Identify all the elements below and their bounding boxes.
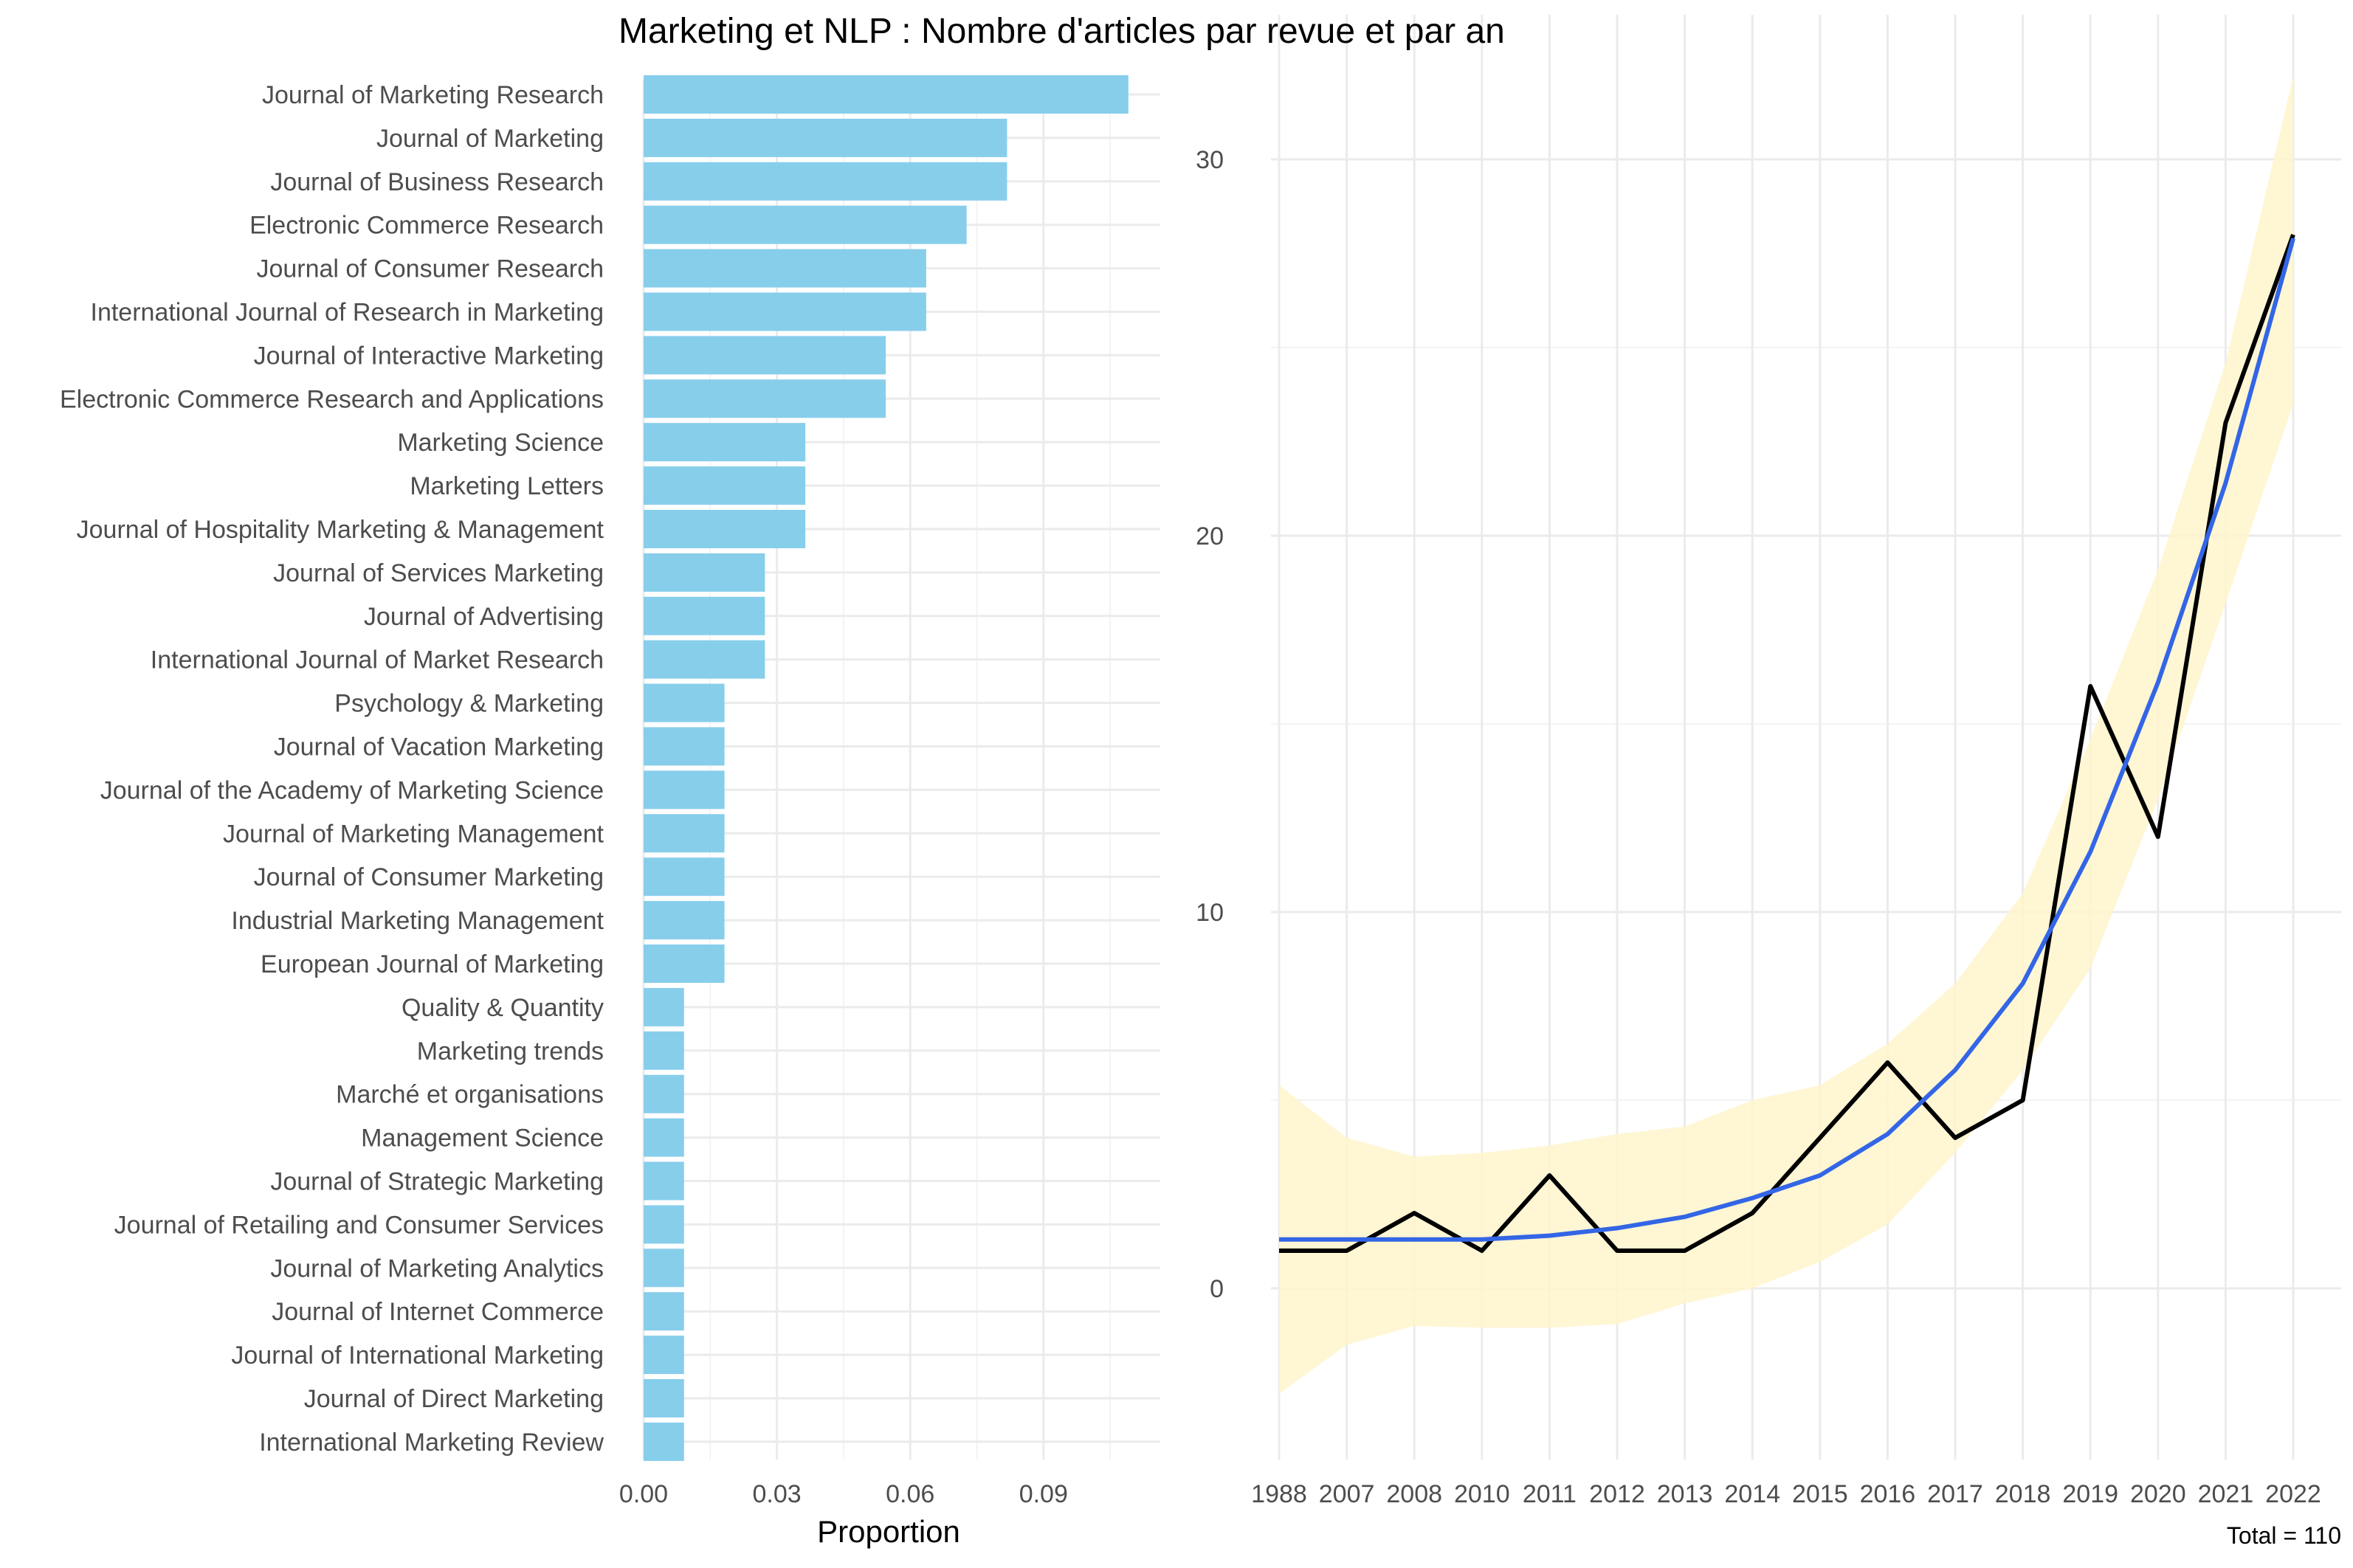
- x-tick-label: 2018: [1995, 1480, 2051, 1508]
- bar: [644, 596, 765, 635]
- bar: [644, 1292, 684, 1331]
- bar: [644, 1161, 684, 1201]
- bar: [644, 857, 725, 897]
- category-label: Journal of Direct Marketing: [304, 1385, 604, 1413]
- category-label: Journal of International Marketing: [231, 1341, 604, 1370]
- y-tick-label: 0: [1210, 1275, 1224, 1303]
- category-label: Marketing Letters: [410, 472, 604, 500]
- bar: [644, 75, 1129, 114]
- bar: [644, 1379, 684, 1417]
- bar: [644, 770, 725, 809]
- category-label: Journal of Marketing: [376, 125, 604, 153]
- x-tick-label: 2008: [1386, 1480, 1442, 1508]
- bar: [644, 1336, 684, 1375]
- bar: [644, 249, 926, 288]
- bar: [644, 683, 725, 722]
- x-tick-label: 2011: [1523, 1480, 1577, 1508]
- bar: [644, 987, 684, 1026]
- bar: [644, 205, 967, 244]
- x-tick-label: 2015: [1792, 1480, 1848, 1508]
- bar: [644, 1031, 684, 1070]
- category-label: Journal of Hospitality Marketing & Manag…: [77, 516, 604, 544]
- bar: [644, 1074, 684, 1113]
- x-tick-label: 2021: [2198, 1480, 2254, 1508]
- y-tick-label: 10: [1196, 899, 1224, 927]
- x-tick-label: 2012: [1589, 1480, 1645, 1508]
- confidence-band: [1279, 76, 2293, 1394]
- category-label: International Marketing Review: [259, 1429, 604, 1457]
- bar: [644, 118, 1007, 157]
- chart-title: Marketing et NLP : Nombre d'articles par…: [619, 12, 1505, 51]
- category-label: Journal of Services Marketing: [273, 559, 604, 587]
- category-label: Quality & Quantity: [402, 994, 604, 1022]
- x-tick-label: 2020: [2130, 1480, 2186, 1508]
- bar-chart-panel: Journal of Marketing Research Journal of …: [60, 75, 1160, 1549]
- category-label: Management Science: [361, 1125, 604, 1153]
- bar: [644, 814, 725, 853]
- bar: [644, 1118, 684, 1157]
- category-label: Marketing trends: [417, 1037, 604, 1066]
- bar: [644, 510, 806, 548]
- x-tick-label: 2019: [2062, 1480, 2118, 1508]
- category-label: Journal of Marketing Research: [262, 81, 604, 109]
- bar: [644, 553, 765, 592]
- category-label: Electronic Commerce Research and Applica…: [60, 385, 604, 413]
- category-label: Journal of Business Research: [270, 168, 604, 196]
- category-label: Journal of Consumer Research: [256, 255, 604, 283]
- x-tick-label: 1988: [1251, 1480, 1307, 1508]
- bar: [644, 162, 1007, 201]
- category-label: International Journal of Market Research: [151, 646, 604, 674]
- category-label: Journal of the Academy of Marketing Scie…: [100, 776, 604, 804]
- x-tick-label: 0.09: [1019, 1480, 1068, 1508]
- x-tick-label: 2017: [1927, 1480, 1983, 1508]
- x-tick-label: 0.03: [753, 1480, 802, 1508]
- x-tick-label: 2010: [1454, 1480, 1510, 1508]
- category-label: European Journal of Marketing: [261, 950, 604, 978]
- category-label: Journal of Retailing and Consumer Servic…: [114, 1211, 604, 1239]
- x-tick-label: 2016: [1860, 1480, 1916, 1508]
- bar: [644, 292, 926, 331]
- trend-line: [1279, 238, 2295, 1242]
- bar: [644, 336, 886, 375]
- category-label: Journal of Vacation Marketing: [274, 733, 604, 761]
- category-label: Psychology & Marketing: [334, 690, 604, 718]
- bar: [644, 1205, 684, 1244]
- y-tick-label: 20: [1196, 522, 1224, 550]
- bar: [644, 901, 725, 940]
- bar: [644, 640, 765, 679]
- category-label: Journal of Strategic Marketing: [270, 1168, 604, 1196]
- category-label: Journal of Advertising: [364, 603, 604, 631]
- x-axis-title: Proportion: [817, 1514, 960, 1549]
- category-label: Marché et organisations: [336, 1081, 604, 1109]
- bar: [644, 727, 725, 766]
- bar: [644, 466, 806, 505]
- bar: [644, 1422, 684, 1461]
- category-label: Journal of Interactive Marketing: [254, 342, 604, 370]
- total-note: Total = 110: [2227, 1522, 2341, 1549]
- category-label: Journal of Consumer Marketing: [254, 863, 604, 891]
- category-label: Journal of Marketing Management: [223, 820, 604, 848]
- x-tick-label: 2014: [1724, 1480, 1780, 1508]
- category-label: International Journal of Research in Mar…: [91, 299, 604, 327]
- bar: [644, 379, 886, 418]
- bar: [644, 423, 806, 462]
- x-tick-label: 2013: [1657, 1480, 1713, 1508]
- line-chart-panel: 0 10 20 30 1988 2007 2008 2010 2011 2012 2013 2014 2…: [1196, 15, 2341, 1508]
- category-label: Electronic Commerce Research: [249, 212, 604, 240]
- category-label: Journal of Marketing Analytics: [270, 1254, 604, 1282]
- category-label: Journal of Internet Commerce: [272, 1298, 604, 1326]
- category-label: Marketing Science: [397, 429, 604, 457]
- category-label: Industrial Marketing Management: [231, 907, 604, 935]
- x-tick-label: 2007: [1319, 1480, 1375, 1508]
- x-tick-label: 0.00: [619, 1480, 668, 1508]
- x-tick-label: 2022: [2265, 1480, 2321, 1508]
- bar: [644, 1248, 684, 1288]
- bar: [644, 944, 725, 983]
- x-tick-label: 0.06: [886, 1480, 934, 1508]
- y-tick-label: 30: [1196, 146, 1224, 174]
